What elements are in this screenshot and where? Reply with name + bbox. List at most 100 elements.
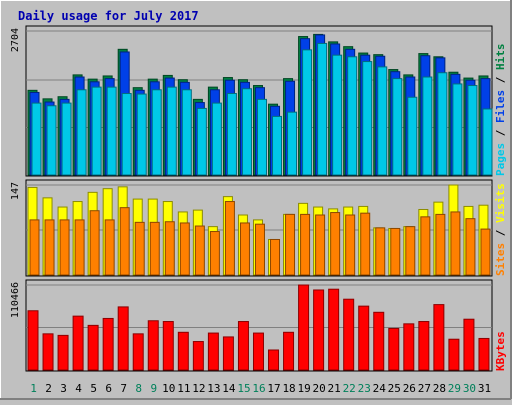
bar-kbytes-day-26 xyxy=(403,323,415,371)
x-label-day-7: 7 xyxy=(120,382,127,395)
bar-pages-day-25 xyxy=(392,78,403,176)
bar-pages-day-14 xyxy=(226,93,237,176)
x-label-day-29: 29 xyxy=(448,382,461,395)
bar-kbytes-day-3 xyxy=(57,334,69,371)
bar-sites-day-15 xyxy=(239,222,250,276)
bar-kbytes-day-25 xyxy=(388,327,400,371)
legend-sites: Sites xyxy=(494,243,507,276)
bar-sites-day-23 xyxy=(360,212,371,276)
bar-sites-day-13 xyxy=(209,231,220,276)
x-label-day-19: 19 xyxy=(297,382,310,395)
bar-kbytes-day-17 xyxy=(268,349,280,371)
bar-pages-day-8 xyxy=(136,93,147,176)
bar-pages-day-6 xyxy=(106,86,117,176)
bar-sites-day-10 xyxy=(164,221,175,276)
panel-middle-max-label: 147 xyxy=(10,182,21,200)
bar-sites-day-11 xyxy=(179,222,190,276)
x-label-day-22: 22 xyxy=(343,382,356,395)
bar-sites-day-18 xyxy=(285,213,296,276)
x-label-day-25: 25 xyxy=(388,382,401,395)
chart-title: Daily usage for July 2017 xyxy=(18,9,199,23)
bar-kbytes-day-11 xyxy=(177,331,189,371)
bar-pages-day-24 xyxy=(377,66,388,176)
x-label-day-30: 30 xyxy=(463,382,476,395)
legend-hits: Hits xyxy=(494,44,507,71)
bar-kbytes-day-13 xyxy=(207,332,219,371)
bar-kbytes-day-21 xyxy=(328,288,340,371)
bar-sites-day-29 xyxy=(450,211,461,276)
legend-separator: / xyxy=(494,223,507,243)
bar-sites-day-8 xyxy=(134,221,145,276)
x-label-day-23: 23 xyxy=(358,382,371,395)
bar-pages-day-22 xyxy=(347,56,358,176)
x-label-day-14: 14 xyxy=(222,382,236,395)
bar-kbytes-day-6 xyxy=(102,317,114,371)
bar-kbytes-day-31 xyxy=(478,337,490,371)
bar-kbytes-day-27 xyxy=(418,321,430,371)
legend-separator: / xyxy=(494,123,507,143)
bar-sites-day-20 xyxy=(315,214,326,276)
bar-sites-day-26 xyxy=(405,226,416,276)
x-label-day-9: 9 xyxy=(150,382,157,395)
bar-pages-day-30 xyxy=(467,85,478,176)
bar-kbytes-day-18 xyxy=(283,331,295,371)
bar-kbytes-day-19 xyxy=(298,284,310,371)
bar-kbytes-day-1 xyxy=(27,310,39,371)
bar-pages-day-17 xyxy=(272,115,283,176)
legend-separator: / xyxy=(494,70,507,90)
bar-pages-day-5 xyxy=(91,86,102,176)
bar-kbytes-day-16 xyxy=(252,332,264,371)
bar-kbytes-day-15 xyxy=(237,321,249,371)
bar-pages-day-18 xyxy=(287,111,298,176)
bar-sites-day-24 xyxy=(375,227,386,276)
bar-kbytes-day-24 xyxy=(373,311,385,371)
legend-visits: Visits xyxy=(494,183,507,223)
bar-kbytes-day-20 xyxy=(313,289,325,371)
bar-pages-day-7 xyxy=(121,93,132,176)
bar-kbytes-day-8 xyxy=(132,333,144,371)
x-label-day-11: 11 xyxy=(177,382,190,395)
bar-sites-day-14 xyxy=(224,201,235,276)
bar-pages-day-20 xyxy=(317,42,328,176)
bar-pages-day-9 xyxy=(151,89,162,176)
bar-pages-day-16 xyxy=(256,98,267,176)
bar-kbytes-day-30 xyxy=(463,318,475,371)
bar-pages-day-15 xyxy=(241,88,252,176)
bar-kbytes-day-23 xyxy=(358,305,370,371)
bar-pages-day-27 xyxy=(422,76,433,176)
bar-pages-day-13 xyxy=(211,102,222,176)
x-label-day-1: 1 xyxy=(30,382,37,395)
bar-kbytes-day-4 xyxy=(72,315,84,371)
bar-sites-day-5 xyxy=(89,210,100,276)
bar-sites-day-22 xyxy=(345,214,356,276)
x-label-day-24: 24 xyxy=(373,382,387,395)
bar-pages-day-11 xyxy=(181,89,192,176)
bar-pages-day-3 xyxy=(61,102,72,176)
bar-pages-day-29 xyxy=(452,83,463,176)
x-label-day-31: 31 xyxy=(478,382,491,395)
panel-top: 2704 Pages / Files / Hits xyxy=(10,25,507,177)
panel-bottom: 110466 KBytes xyxy=(10,279,507,372)
x-label-day-28: 28 xyxy=(433,382,446,395)
bar-pages-day-2 xyxy=(46,105,57,176)
bar-kbytes-day-2 xyxy=(42,333,54,371)
x-label-day-15: 15 xyxy=(237,382,250,395)
legend-files: Files xyxy=(494,90,507,123)
bar-pages-day-19 xyxy=(302,49,313,176)
bar-sites-day-3 xyxy=(59,219,70,276)
x-label-day-2: 2 xyxy=(45,382,52,395)
bar-kbytes-day-12 xyxy=(192,341,204,371)
panel-bottom-max-label: 110466 xyxy=(10,282,21,318)
x-label-day-21: 21 xyxy=(328,382,341,395)
bar-kbytes-day-29 xyxy=(448,338,460,371)
x-label-day-3: 3 xyxy=(60,382,67,395)
legend-kbytes: KBytes xyxy=(494,331,507,371)
x-label-day-12: 12 xyxy=(192,382,205,395)
chart-panels: 2704 Pages / Files / Hits 147 Sites / Visit… xyxy=(10,25,507,372)
bar-sites-day-16 xyxy=(254,223,265,276)
x-label-day-5: 5 xyxy=(90,382,97,395)
bar-sites-day-19 xyxy=(300,213,311,276)
bar-sites-day-1 xyxy=(29,219,40,276)
